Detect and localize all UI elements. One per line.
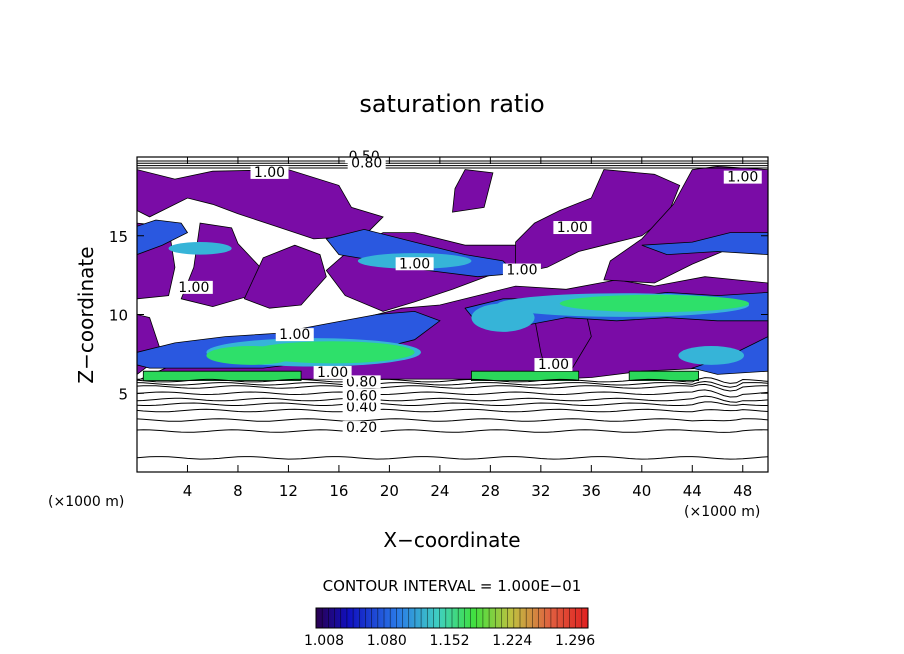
x-unit-right: (×1000 m) — [684, 504, 760, 520]
y-tick-label: 5 — [118, 385, 128, 403]
contour-label-bg — [275, 328, 314, 342]
contour-label: 0.80 — [346, 374, 377, 390]
cloud-base-left — [142, 370, 302, 381]
colorbar-tick-label: 1.008 — [304, 633, 344, 649]
contour-label: 1.00 — [399, 256, 430, 272]
colorbar-labels: 1.008 1.080 1.152 1.224 1.296 — [304, 633, 595, 649]
contour-label: 0.80 — [351, 155, 382, 171]
cyan-core-left-upper — [168, 242, 232, 255]
x-axis-ticks: 4 8 12 16 20 24 28 32 36 40 44 48 — [183, 157, 752, 500]
contour-line — [137, 408, 768, 413]
contour-label: 0.20 — [346, 420, 377, 436]
y-tick-label: 15 — [109, 228, 128, 246]
chart-title: saturation ratio — [359, 90, 544, 118]
x-tick-label: 16 — [329, 482, 348, 500]
saturation-field — [137, 165, 768, 382]
x-tick-label: 4 — [183, 482, 193, 500]
contour-label-bg — [342, 421, 381, 435]
purple-right-center — [515, 169, 681, 275]
contour-label: 1.00 — [317, 365, 348, 381]
contour-label-bg — [174, 280, 213, 294]
contour-line — [137, 401, 768, 406]
contour-label: 0.40 — [346, 400, 377, 416]
contour-label: 1.00 — [506, 263, 537, 279]
colorbar-tick-label: 1.152 — [429, 633, 469, 649]
colorbar: 1.008 1.080 1.152 1.224 1.296 — [304, 607, 595, 649]
cyan-core-center — [471, 303, 535, 332]
x-tick-label: 40 — [632, 482, 651, 500]
purple-mid-left — [243, 244, 327, 309]
contour-line — [137, 377, 768, 384]
y-tick-label: 10 — [109, 307, 128, 325]
contour-line — [137, 383, 768, 392]
contour-label-bg — [395, 257, 434, 271]
contour-label-bg — [534, 358, 573, 372]
contour-line — [137, 380, 768, 388]
contour-label-bg — [342, 375, 381, 389]
contour-line — [137, 418, 768, 422]
purple-upper-center — [452, 169, 494, 213]
colorbar-tick-label: 1.296 — [555, 633, 595, 649]
x-unit-left: (×1000 m) — [48, 494, 124, 510]
contour-label-bg — [342, 389, 381, 403]
contour-interval-text: CONTOUR INTERVAL = 1.000E−01 — [323, 577, 582, 595]
x-tick-label: 24 — [430, 482, 449, 500]
cloud-base-right — [628, 370, 699, 381]
colorbar-tick-label: 1.080 — [367, 633, 407, 649]
y-axis-label: Z−coordinate — [74, 246, 98, 383]
contour-label-bg — [342, 400, 381, 414]
contour-label: 0.60 — [346, 389, 377, 405]
contour-lines — [137, 160, 768, 460]
colorbar-tick-label: 1.224 — [492, 633, 532, 649]
contour-line — [137, 395, 768, 403]
contour-label-bg — [313, 365, 352, 379]
green-core-left — [206, 346, 295, 365]
contour-line — [137, 456, 768, 460]
x-tick-label: 32 — [531, 482, 550, 500]
x-tick-label: 20 — [380, 482, 399, 500]
contour-label: 1.00 — [727, 170, 758, 186]
contour-label: 1.00 — [538, 357, 569, 373]
x-axis-label: X−coordinate — [383, 528, 520, 552]
x-tick-label: 12 — [279, 482, 298, 500]
contour-label-bg — [250, 165, 289, 179]
x-tick-label: 48 — [733, 482, 752, 500]
x-tick-label: 8 — [233, 482, 243, 500]
cyan-core-right — [678, 346, 745, 365]
contour-label-bg — [723, 170, 762, 184]
contour-label-bg — [502, 263, 541, 277]
contour-line — [137, 429, 768, 433]
blue-left-upper — [137, 219, 189, 256]
colorbar-bands — [321, 608, 583, 628]
contour-labels: 0.200.400.600.801.001.001.00 1.001.001.00… — [174, 149, 762, 436]
blue-right-upper — [641, 232, 768, 256]
contour-label: 1.00 — [279, 327, 310, 343]
contour-label-bg — [347, 156, 386, 170]
x-tick-label: 28 — [481, 482, 500, 500]
y-axis-ticks: 5 10 15 — [109, 228, 768, 403]
contour-label-bg — [553, 221, 592, 235]
green-core-mid — [559, 294, 750, 313]
contour-label: 1.00 — [557, 220, 588, 236]
contour-line — [137, 389, 768, 398]
contour-label: 1.00 — [178, 280, 209, 296]
contour-label: 1.00 — [254, 165, 285, 181]
x-tick-label: 44 — [683, 482, 702, 500]
x-tick-label: 36 — [582, 482, 601, 500]
